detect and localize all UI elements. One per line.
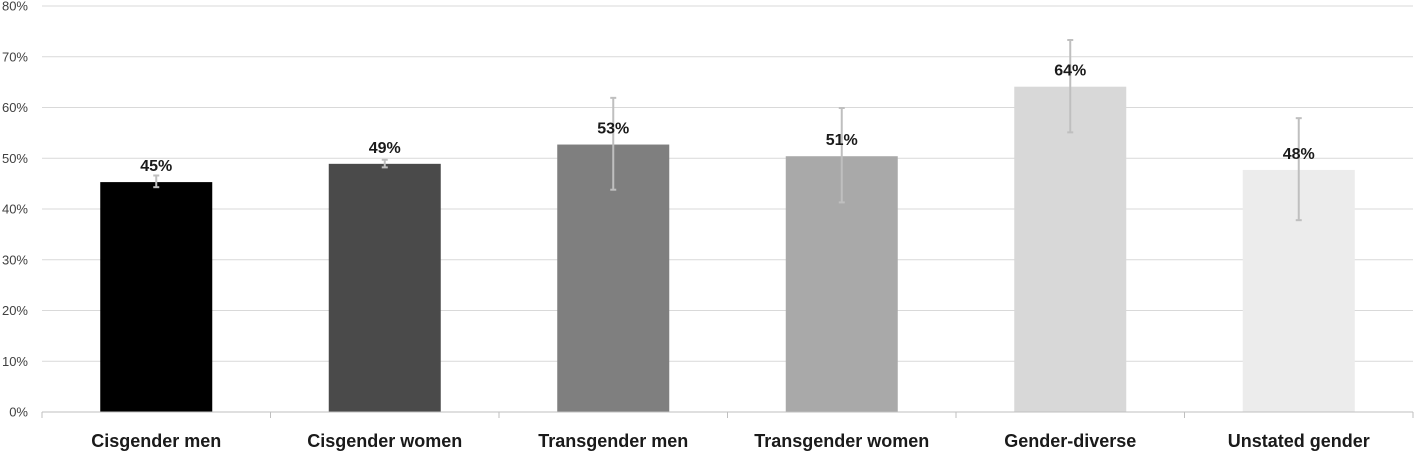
y-tick-label: 70% xyxy=(2,49,28,64)
y-tick-label: 50% xyxy=(2,151,28,166)
category-label: Unstated gender xyxy=(1228,431,1370,451)
data-label: 53% xyxy=(597,121,629,138)
x-axis-category-labels: Cisgender men Cisgender women Transgender … xyxy=(91,431,1370,451)
data-label: 48% xyxy=(1283,146,1315,163)
y-tick-label: 10% xyxy=(2,354,28,369)
y-tick-label: 40% xyxy=(2,202,28,217)
data-label: 45% xyxy=(140,158,172,175)
category-label: Cisgender men xyxy=(91,431,221,451)
category-label: Cisgender women xyxy=(307,431,462,451)
data-label: 64% xyxy=(1054,63,1086,80)
x-axis xyxy=(41,411,1414,418)
bars xyxy=(100,86,1355,413)
y-tick-label: 80% xyxy=(2,0,28,14)
bar xyxy=(328,163,441,412)
y-tick-label: 30% xyxy=(2,252,28,267)
gridlines xyxy=(42,5,1413,362)
data-labels: 45% 49% 53% 51% 64% 48% xyxy=(140,63,1315,175)
y-tick-label: 60% xyxy=(2,100,28,115)
category-label: Gender-diverse xyxy=(1004,431,1136,451)
y-tick-label: 20% xyxy=(2,303,28,318)
data-label: 49% xyxy=(369,140,401,157)
y-axis-tick-labels: 0% 10% 20% 30% 40% 50% 60% 70% 80% xyxy=(2,0,28,420)
bar xyxy=(100,182,213,412)
y-tick-label: 0% xyxy=(9,405,28,420)
category-label: Transgender men xyxy=(538,431,688,451)
data-label: 51% xyxy=(826,132,858,149)
error-bars xyxy=(153,39,1302,222)
bar xyxy=(1014,86,1127,412)
category-label: Transgender women xyxy=(754,431,929,451)
